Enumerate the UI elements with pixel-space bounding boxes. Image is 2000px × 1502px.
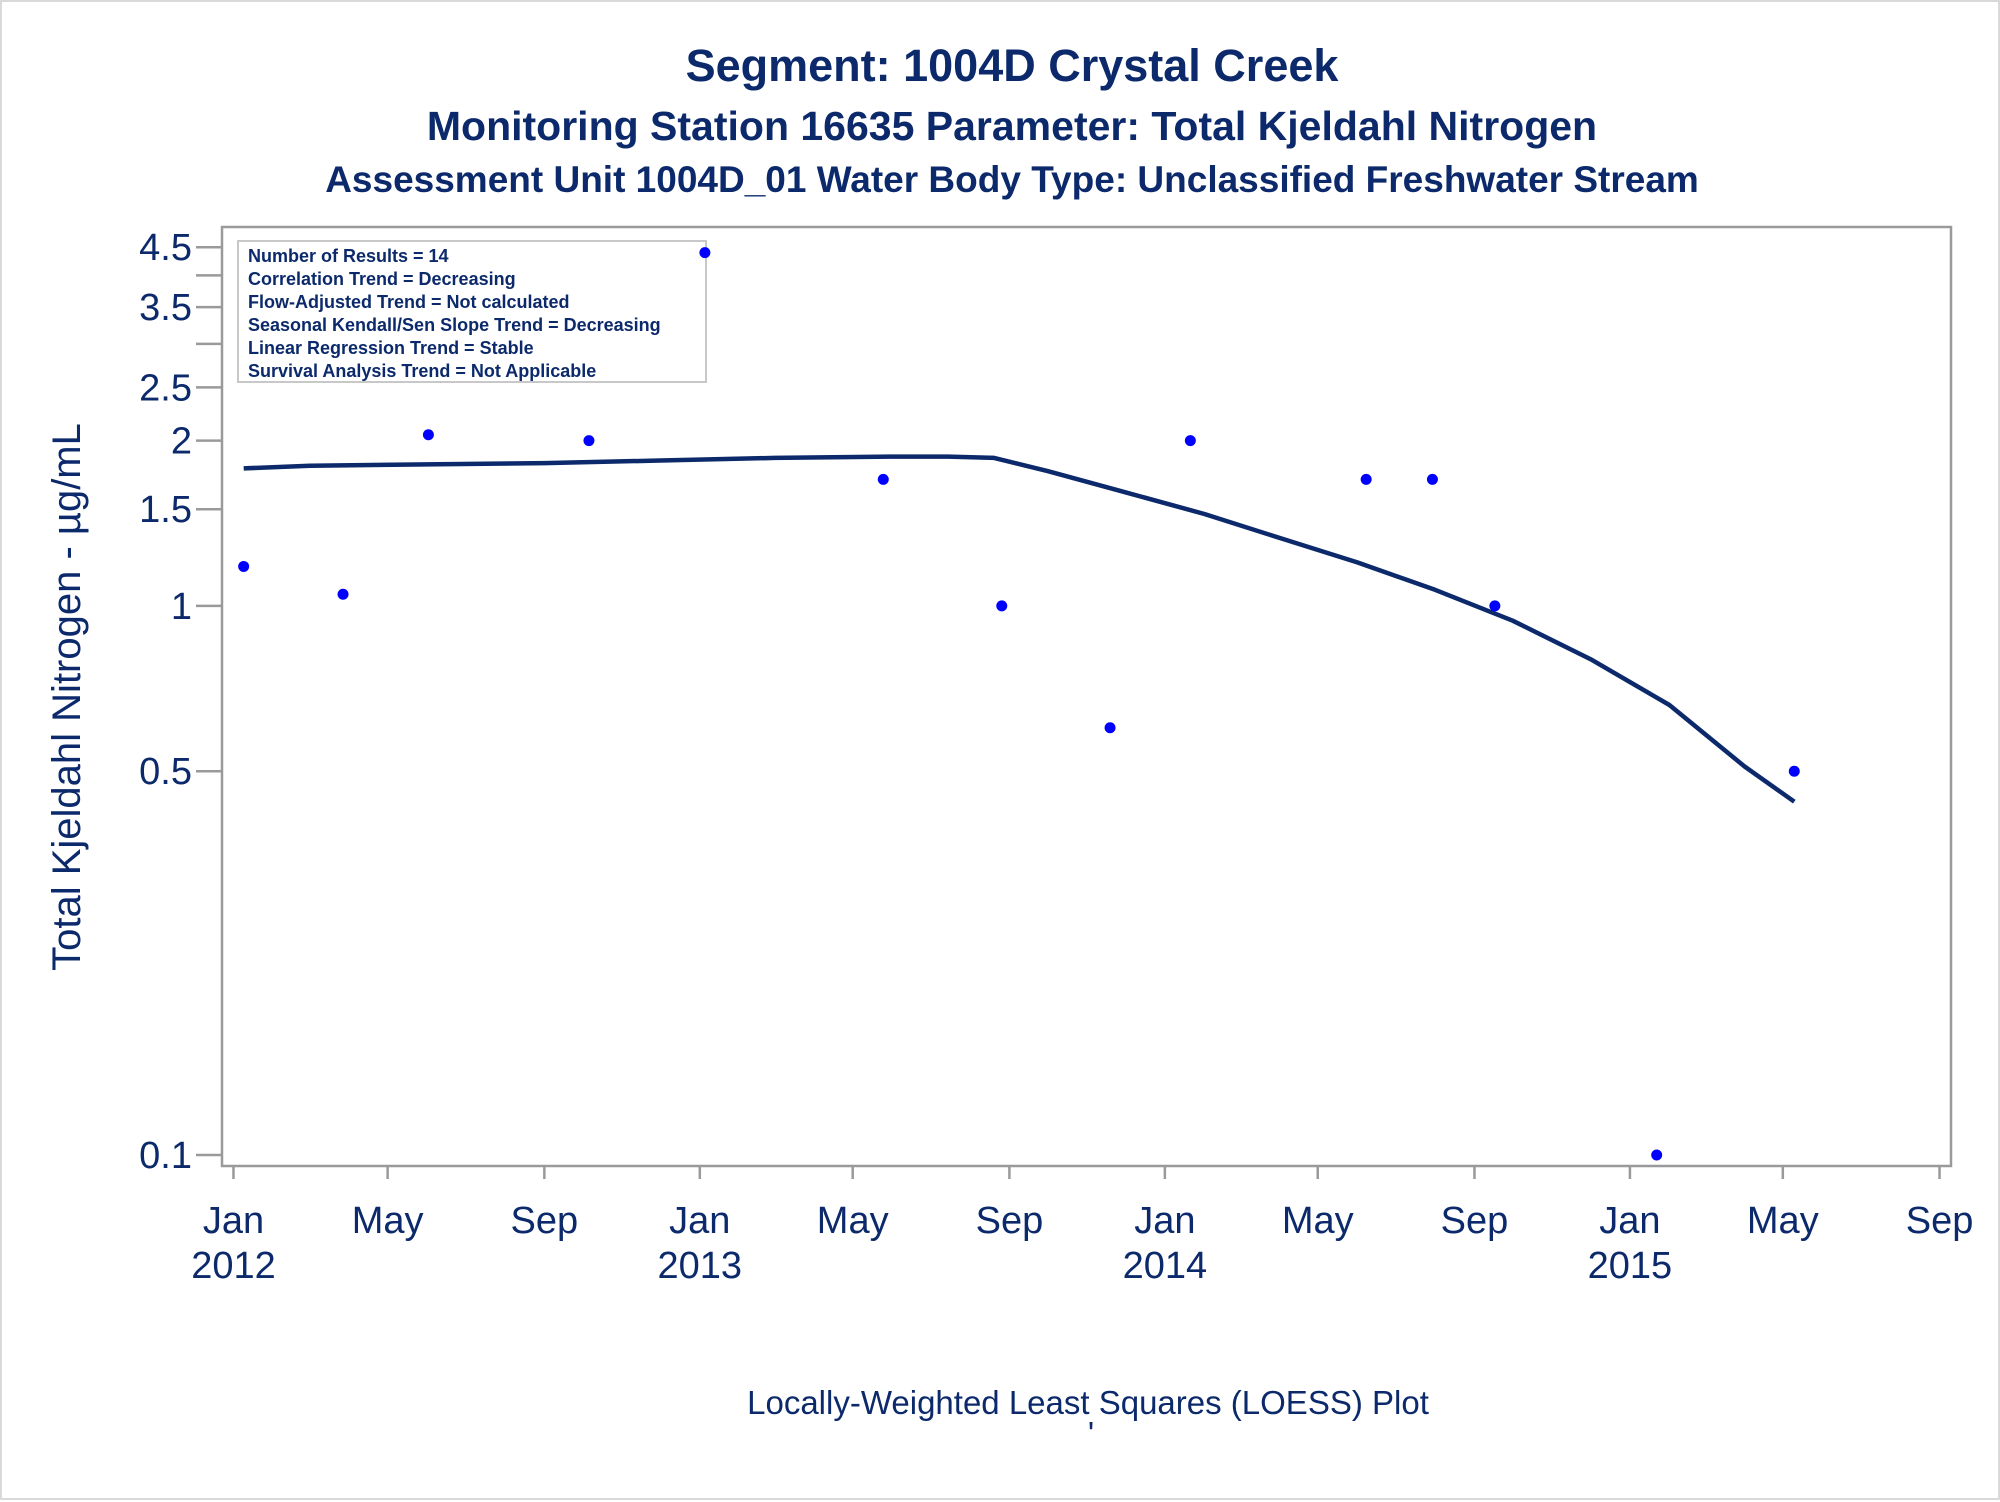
data-point (583, 435, 595, 447)
data-point (1426, 473, 1438, 485)
x-tick-label: Sep (1906, 1200, 1974, 1242)
data-point (1788, 765, 1800, 777)
x-tick-year-label: 2013 (658, 1245, 743, 1287)
x-tick-year-label: 2015 (1588, 1245, 1673, 1287)
x-tick-label: May (352, 1200, 424, 1242)
y-tick-label: 0.5 (139, 751, 192, 793)
chart-subtitle-2: Assessment Unit 1004D_01 Water Body Type… (325, 159, 1699, 200)
stats-line: Survival Analysis Trend = Not Applicable (248, 361, 596, 381)
y-tick-label: 1.5 (139, 489, 192, 531)
y-tick-label: 4.5 (139, 227, 192, 269)
x-tick-label: Sep (511, 1200, 579, 1242)
x-tick-label: Sep (976, 1200, 1044, 1242)
x-tick-label: May (817, 1200, 889, 1242)
y-axis-title: Total Kjeldahl Nitrogen - µg/mL (45, 423, 89, 971)
plot-area (220, 225, 1953, 1168)
x-tick-label: Jan (1134, 1200, 1195, 1242)
stats-line: Number of Results = 14 (248, 246, 449, 266)
stats-box: Number of Results = 14 Correlation Trend… (237, 240, 707, 383)
loess-curve (243, 454, 1796, 804)
footnote: Locally-Weighted Least Squares (LOESS) P… (747, 1384, 1429, 1421)
chart-subtitle: Monitoring Station 16635 Parameter: Tota… (427, 103, 1597, 149)
data-point (1184, 435, 1196, 447)
x-tick-label: May (1282, 1200, 1354, 1242)
y-tick-label: 2 (171, 421, 192, 463)
stats-line: Seasonal Kendall/Sen Slope Trend = Decre… (248, 315, 661, 335)
y-tick-label: 0.1 (139, 1135, 192, 1177)
chart-title: Segment: 1004D Crystal Creek (686, 40, 1340, 91)
x-tick-year-label: 2012 (191, 1245, 276, 1287)
data-point (238, 560, 250, 572)
data-point (1489, 600, 1501, 612)
x-tick-year-label: 2014 (1123, 1245, 1208, 1287)
y-tick-label: 2.5 (139, 367, 192, 409)
data-point (699, 247, 711, 259)
footnote-mark: ' (1088, 1415, 1094, 1452)
data-points (238, 247, 1800, 1161)
data-point (1360, 473, 1372, 485)
x-tick-label: Sep (1441, 1200, 1509, 1242)
x-tick-label: Jan (669, 1200, 730, 1242)
x-tick-label: Jan (1599, 1200, 1660, 1242)
stats-line: Linear Regression Trend = Stable (248, 338, 534, 358)
stats-line: Correlation Trend = Decreasing (248, 269, 516, 289)
data-point (1651, 1149, 1663, 1161)
x-tick-label: May (1747, 1200, 1819, 1242)
y-tick-label: 3.5 (139, 287, 192, 329)
data-point (1104, 722, 1116, 734)
y-axis: 0.1 0.5 1 1.5 2 2.5 3.5 4.5 (139, 227, 222, 1177)
data-point (337, 588, 349, 600)
data-point (877, 473, 889, 485)
data-point (996, 600, 1008, 612)
data-point (422, 429, 434, 441)
x-tick-label: Jan (203, 1200, 264, 1242)
y-tick-label: 1 (171, 586, 192, 628)
stats-line: Flow-Adjusted Trend = Not calculated (248, 292, 570, 312)
